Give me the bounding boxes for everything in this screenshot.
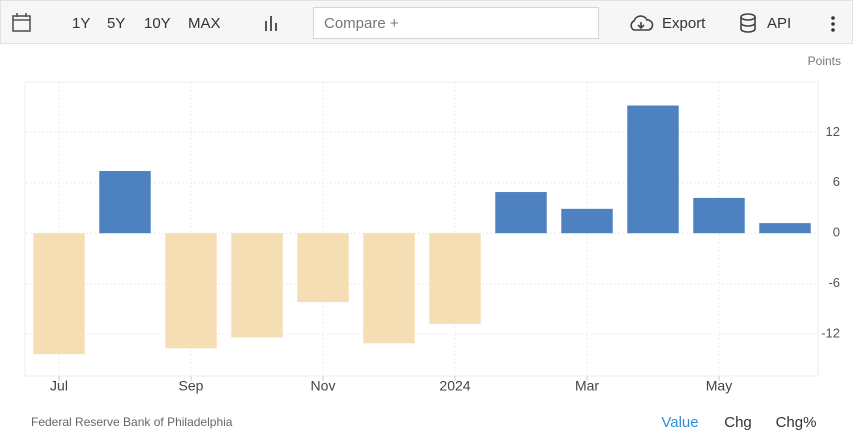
y-tick-label: 0 (833, 225, 840, 240)
export-icon[interactable] (628, 14, 654, 34)
calendar-icon[interactable] (11, 13, 33, 33)
bar (165, 233, 217, 349)
plot-frame (24, 81, 819, 377)
bar (561, 208, 613, 234)
export-button[interactable]: Export (662, 15, 706, 32)
menu-icon[interactable] (829, 15, 837, 33)
range-button[interactable]: 1Y (72, 15, 91, 32)
bar (627, 105, 679, 234)
y-unit: Points (808, 54, 841, 68)
bar (99, 171, 151, 234)
y-tick-label: 6 (833, 174, 840, 189)
x-tick-label: Jul (50, 378, 68, 394)
x-tick-label: May (706, 378, 732, 394)
api-button[interactable]: API (767, 15, 792, 32)
chart-type-icon[interactable] (263, 15, 281, 33)
range-button[interactable]: 10Y (144, 15, 171, 32)
range-button[interactable]: 5Y (107, 15, 126, 32)
toolbar: 1Y 5Y 10Y MAX Compare + Export API (0, 0, 853, 44)
bar (759, 223, 811, 234)
range-button[interactable]: MAX (188, 15, 221, 32)
api-icon[interactable] (739, 13, 759, 35)
x-tick-label: 2024 (439, 378, 470, 394)
bar (693, 197, 745, 234)
y-tick-label: -12 (821, 325, 840, 340)
y-tick-label: 12 (826, 124, 840, 139)
footer-tab[interactable]: Chg% (776, 414, 817, 431)
bar (297, 233, 349, 303)
bar (429, 233, 481, 324)
y-tick-label: -6 (828, 275, 840, 290)
footer-tab[interactable]: Chg (724, 414, 752, 431)
x-tick-label: Mar (575, 378, 599, 394)
bar (363, 233, 415, 344)
bar (33, 233, 85, 355)
footer-tab[interactable]: Value (661, 414, 698, 431)
source: Federal Reserve Bank of Philadelphia (31, 415, 233, 429)
compare-input[interactable]: Compare + (313, 7, 599, 39)
bar (495, 192, 547, 234)
x-tick-label: Sep (179, 378, 204, 394)
x-tick-label: Nov (311, 378, 336, 394)
bar (231, 233, 283, 338)
